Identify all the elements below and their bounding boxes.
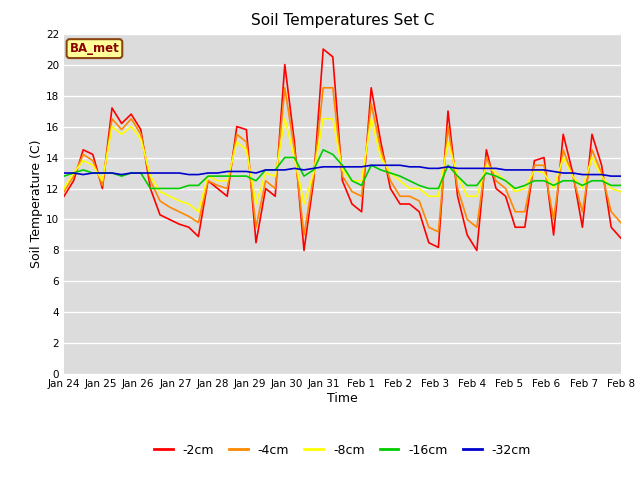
- Y-axis label: Soil Temperature (C): Soil Temperature (C): [30, 140, 43, 268]
- Text: BA_met: BA_met: [70, 42, 119, 55]
- X-axis label: Time: Time: [327, 392, 358, 405]
- Legend: -2cm, -4cm, -8cm, -16cm, -32cm: -2cm, -4cm, -8cm, -16cm, -32cm: [149, 439, 536, 462]
- Title: Soil Temperatures Set C: Soil Temperatures Set C: [251, 13, 434, 28]
